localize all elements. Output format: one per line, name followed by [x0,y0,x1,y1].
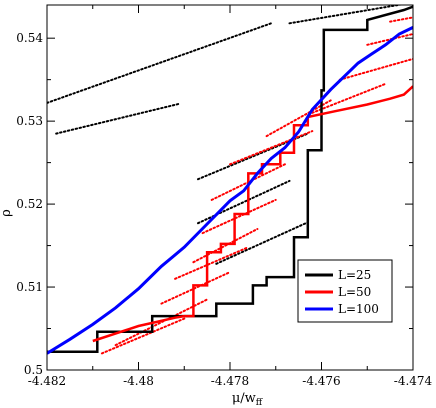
x-tick-label: -4.482 [28,374,66,388]
legend-label-l-50: L=50 [338,285,371,299]
x-ticks: -4.482 -4.48 -4.478 -4.476 -4.474 [28,5,433,388]
dotted-line-13 [160,271,231,305]
dotted-line-17 [338,57,413,81]
dotted-line-6 [215,221,309,265]
series-line-l-50 [92,85,413,343]
y-tick-label: 0.52 [16,197,43,211]
series-line-l-100 [47,26,413,355]
x-axis-title: μ/wff [232,391,263,408]
dotted-line-14 [114,298,209,347]
x-tick-label: -4.478 [211,374,249,388]
dotted-line-16 [311,82,387,114]
legend: L=25 L=50 L=100 [297,259,393,323]
x-axis-title-main: μ/w [232,391,256,406]
x-tick-label: -4.474 [394,374,433,388]
dotted-line-7 [265,99,332,138]
y-tick-label: 0.51 [16,280,43,294]
x-axis-title-sub: ff [256,398,263,408]
series-line-l-25 [47,5,413,354]
dotted-line-10 [201,198,277,235]
x-tick-label: -4.476 [302,374,340,388]
y-tick-label: 0.54 [16,31,43,45]
dotted-line-8 [229,130,314,166]
dotted-line-15 [100,317,186,355]
dotted-line-12 [174,246,250,280]
y-tick-label: 0.5 [24,363,43,377]
dotted-line-11 [192,228,259,264]
legend-label-l-100: L=100 [338,302,379,316]
legend-label-l-25: L=25 [338,268,371,282]
y-axis-title: ρ [0,209,14,217]
dotted-line-5 [197,179,291,225]
dotted-line-1 [47,22,273,104]
dotted-line-3 [288,5,405,25]
plot-marks [47,5,413,355]
x-tick-label: -4.48 [123,374,154,388]
dotted-line-2 [55,102,181,135]
y-ticks: 0.5 0.51 0.52 0.53 0.54 [16,31,413,377]
y-tick-label: 0.53 [16,114,43,128]
dotted-line-19 [389,16,413,23]
